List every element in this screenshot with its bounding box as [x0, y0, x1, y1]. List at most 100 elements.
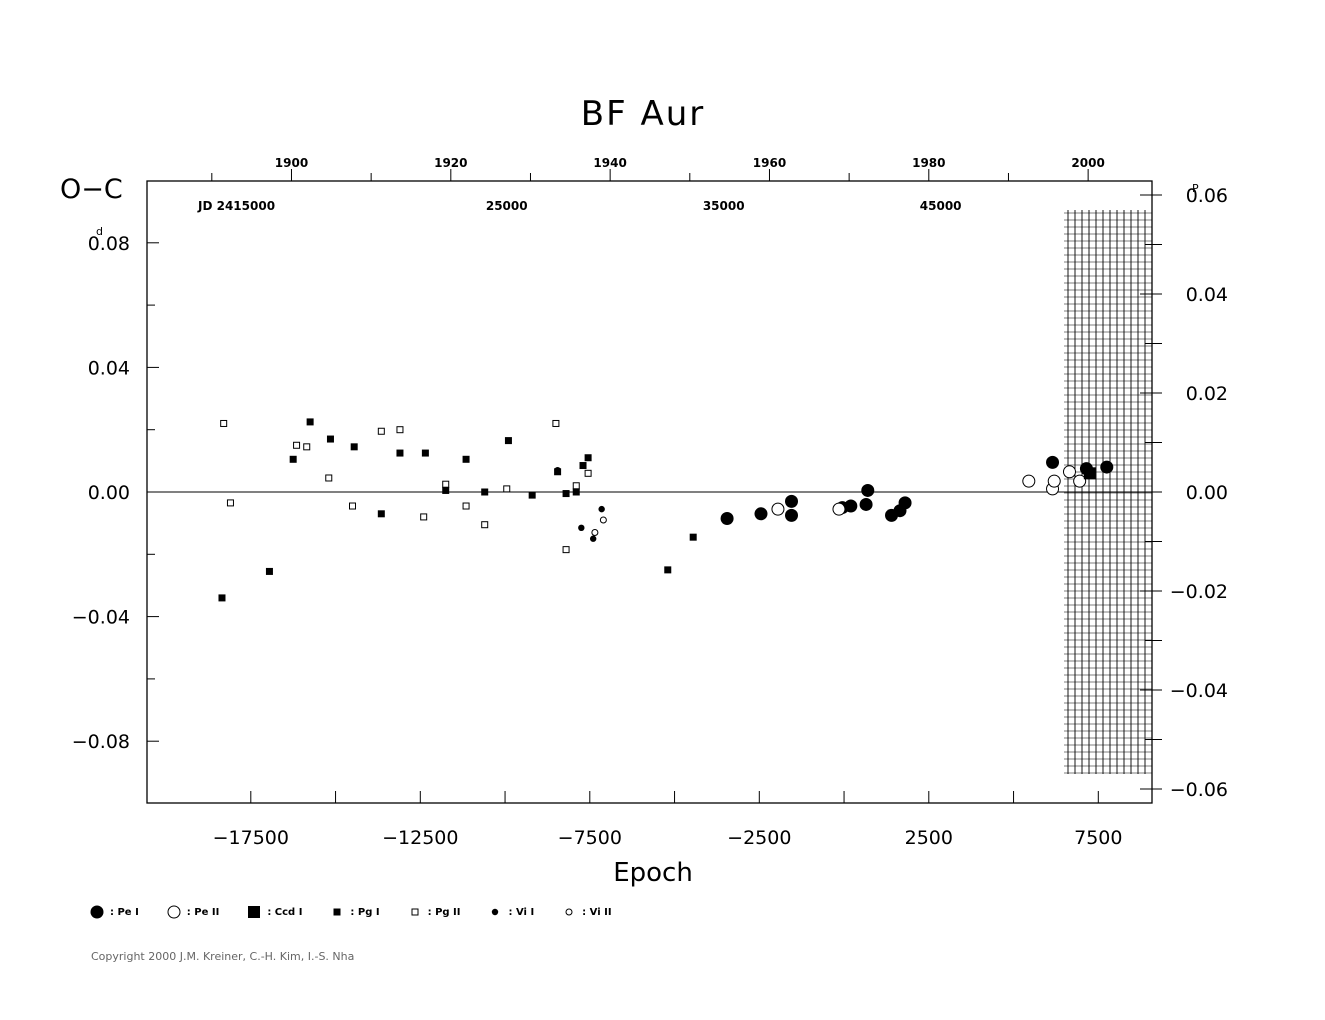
data-point-pg-i [579, 462, 587, 470]
data-point-pe-ii [1022, 474, 1036, 488]
y-tick-label-right: 0.06 [1186, 185, 1228, 207]
top-year-label: 1900 [275, 156, 308, 170]
data-point-pg-ii [442, 480, 450, 488]
legend-symbol [411, 908, 419, 916]
legend-marker-vi-i [492, 908, 499, 916]
legend-symbol [565, 908, 573, 916]
legend: : Pe I: Pe II: Ccd I: Pg I: Pg II: Vi I:… [88, 902, 638, 922]
data-point-pg-ii [325, 474, 333, 482]
data-point-pg-i [421, 449, 429, 457]
x-tick-label: 7500 [1074, 827, 1122, 849]
data-point-pe-i [1046, 455, 1060, 469]
x-tick-label: −7500 [558, 827, 622, 849]
legend-marker-pe-i [90, 905, 104, 919]
data-point-pe-i [785, 508, 799, 522]
data-point-pg-ii [462, 502, 470, 510]
legend-symbol [333, 908, 341, 916]
legend-item-ccd-i: : Ccd I [245, 903, 302, 921]
data-point-pg-ii [481, 521, 489, 529]
data-point-pg-ii [349, 502, 356, 510]
data-point-vi-ii [591, 528, 599, 536]
data-point-pe-i [720, 511, 734, 525]
y-tick-label-right: −0.02 [1170, 581, 1228, 603]
data-point-pe-ii [832, 502, 846, 516]
data-point-pg-i [562, 490, 570, 498]
top-jd-label: 45000 [920, 199, 962, 213]
oc-diagram: BF Aur O−C JD 2415000 Epoch d P −17500 −1… [60, 94, 1228, 888]
legend-item-pe-i: : Pe I [88, 903, 139, 921]
data-point-pg-i [664, 566, 672, 574]
x-tick-label: −2500 [727, 827, 791, 849]
y-tick-label-left: 0.00 [88, 482, 130, 504]
y-tick-label-right: −0.04 [1170, 680, 1228, 702]
legend-marker-pe-ii [167, 905, 181, 919]
data-point-pg-ii [293, 441, 301, 449]
legend-label: : Ccd I [267, 906, 303, 918]
data-point-pe-i [754, 507, 768, 521]
data-point-pg-ii [420, 513, 428, 521]
legend-label: : Vi I [508, 906, 535, 918]
top-year-label: 1960 [753, 156, 786, 170]
data-point-pe-i [1100, 460, 1114, 474]
legend-item-vi-i: : Vi I [486, 903, 534, 921]
y-tick-label-left: −0.08 [72, 731, 130, 753]
legend-label: : Pe II [186, 906, 220, 918]
data-point-pg-ii [572, 482, 580, 490]
chart-title: BF Aur [581, 94, 705, 134]
copyright-text: Copyright 2000 J.M. Kreiner, C.-H. Kim, … [91, 950, 355, 963]
legend-symbol [492, 908, 499, 916]
right-unit-label: P [1192, 182, 1199, 195]
data-point-pg-i [377, 510, 385, 518]
top-year-label: 1920 [434, 156, 467, 170]
x-tick-label: −12500 [382, 827, 458, 849]
data-point-vi-i [598, 505, 605, 513]
legend-item-vi-ii: : Vi II [560, 903, 612, 921]
data-point-pg-ii [562, 546, 570, 554]
data-point-pe-ii [1073, 474, 1087, 488]
data-point-pg-i [289, 455, 297, 463]
data-point-vi-ii [599, 516, 607, 524]
data-point-pe-ii [1047, 474, 1061, 488]
data-point-pe-ii [1062, 465, 1076, 479]
x-tick-label: 2500 [905, 827, 953, 849]
data-point-vi-i [589, 535, 597, 542]
data-point-pg-ii [552, 419, 560, 427]
data-point-pg-i [481, 488, 489, 496]
data-point-pg-i [528, 491, 536, 499]
data-point-pg-i [350, 443, 358, 451]
data-point-pg-i [442, 486, 450, 494]
y-tick-label-left: 0.04 [88, 357, 130, 379]
data-point-pg-ii [220, 419, 228, 427]
data-point-pg-i [265, 567, 273, 575]
legend-marker-pg-ii [411, 908, 419, 916]
y-tick-label-right: 0.02 [1186, 383, 1228, 405]
legend-symbol [90, 905, 104, 919]
data-point-pg-ii [303, 443, 311, 451]
y-tick-label-right: −0.06 [1170, 779, 1228, 801]
data-point-vi-i [578, 524, 585, 532]
legend-label: : Pg I [350, 906, 380, 918]
legend-marker-pg-i [333, 908, 341, 916]
y-tick-label-right: 0.00 [1186, 482, 1228, 504]
top-year-label: 1980 [912, 156, 945, 170]
legend-label: : Vi II [582, 906, 612, 918]
data-point-pg-ii [584, 469, 592, 477]
data-point-pe-i [785, 494, 799, 508]
y-tick-label-right: 0.04 [1186, 284, 1228, 306]
data-point-pg-i [572, 488, 580, 496]
data-point-pg-ii [396, 426, 404, 434]
legend-marker-ccd-i [248, 906, 261, 918]
data-point-pg-ii [226, 499, 234, 507]
data-point-ccd-i [1083, 467, 1096, 480]
data-point-pe-i [861, 483, 875, 497]
data-point-pg-i [689, 533, 697, 541]
data-point-pg-ii [377, 427, 385, 435]
top-year-label: 2000 [1071, 156, 1104, 170]
legend-symbol [167, 905, 181, 919]
top-jd-label: 25000 [486, 199, 528, 213]
data-point-pg-i [306, 418, 314, 426]
data-point-pg-i [326, 435, 334, 443]
data-point-vi-i [554, 466, 561, 474]
data-point-pg-i [462, 455, 470, 463]
data-point-pg-i [218, 594, 226, 602]
